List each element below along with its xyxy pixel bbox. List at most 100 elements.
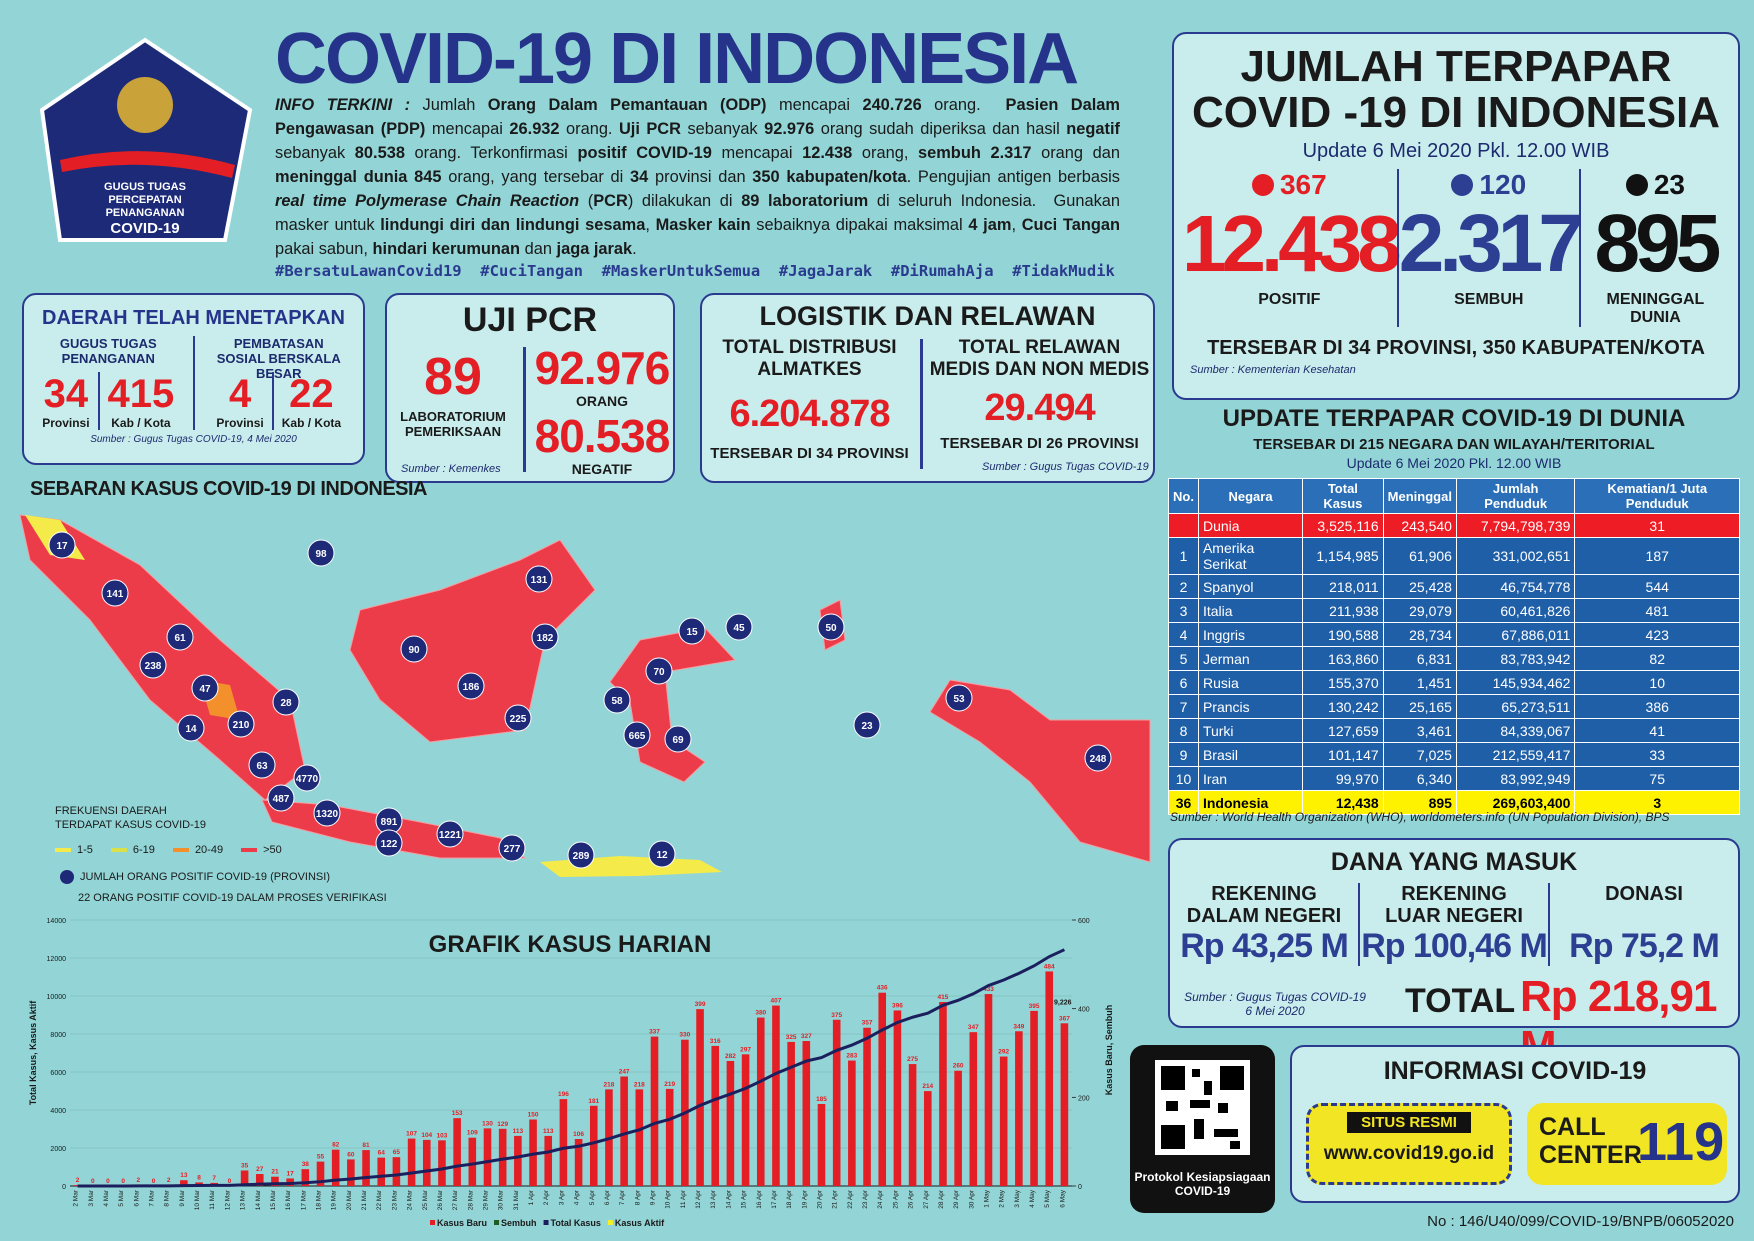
value-label: 214	[922, 1083, 933, 1090]
bar	[954, 1070, 962, 1186]
value-label: 218	[634, 1081, 645, 1088]
marker	[313, 799, 341, 827]
info-segment: orang, yang tersebar di	[441, 168, 631, 186]
range-label: 20-49	[194, 844, 224, 856]
group-label: PEMBATASAN SOSIAL BERSKALA BESAR	[216, 336, 341, 381]
cell: 67,886,011	[1455, 622, 1576, 647]
info-segment: pakai sabun,	[275, 216, 1125, 258]
value-label: 415	[938, 994, 949, 1001]
info-segment: 80.538	[354, 144, 405, 162]
y2-tick-label: 600	[1078, 918, 1090, 925]
url[interactable]: www.covid19.go.id	[1323, 1143, 1495, 1164]
logo-stripe	[60, 151, 235, 178]
total-label: TOTAL	[1405, 982, 1516, 1020]
x-tick-label: 18 Apr	[786, 1189, 793, 1209]
value-label: 35	[241, 1162, 249, 1169]
stat-increase: 367	[1182, 169, 1397, 201]
info-segment: Uji PCR	[618, 120, 681, 138]
circle-legend: JUMLAH ORANG POSITIF COVID-19 (PROVINSI)	[60, 870, 330, 884]
value-label: 153	[452, 1110, 463, 1117]
bar	[999, 1056, 1008, 1186]
y2-tick-label: 400	[1078, 1007, 1090, 1014]
cell: 5	[1168, 646, 1199, 671]
x-tick-label: 12 Mar	[224, 1189, 231, 1210]
legend-swatch	[543, 1220, 549, 1225]
marker-label: 665	[629, 731, 646, 742]
logo-shield	[39, 37, 253, 242]
info-segment: . Pengujian antigen berbasis	[906, 168, 1125, 186]
dana-label-line: REKENING	[1211, 883, 1317, 905]
info-segment: (	[579, 192, 594, 210]
bar	[301, 1169, 310, 1186]
x-tick-label: 28 Mar	[467, 1189, 474, 1210]
marker	[191, 674, 219, 702]
legend-label: Kasus Baru	[437, 1218, 487, 1228]
info-segment: 350 kabupaten/kota	[752, 168, 907, 186]
info-segment: negatif	[1066, 120, 1121, 138]
stat-value: 895	[1594, 198, 1722, 289]
marker-label: 248	[1090, 754, 1107, 765]
info-segment: sebanyak	[275, 120, 1125, 162]
qr-dot	[1214, 1129, 1238, 1137]
dana-label: REKENING LUAR NEGERI	[1360, 883, 1548, 927]
cell: 29,079	[1382, 598, 1457, 623]
value-label: 357	[862, 1020, 873, 1027]
info-segment: ,	[645, 216, 656, 234]
cell: 423	[1574, 622, 1740, 647]
source: Sumber : Gugus Tugas COVID-19 6 Mei 2020	[1180, 990, 1370, 1018]
stat-value: 2.317	[1398, 198, 1584, 289]
marker-label: 50	[825, 623, 837, 634]
bar	[498, 1128, 507, 1186]
stat-label: POSITIF	[1258, 291, 1321, 308]
item: 415 Kab / Kota	[97, 372, 183, 430]
increase-value: 367	[1279, 169, 1327, 200]
value-label: 275	[907, 1056, 918, 1063]
cell: 218,011	[1302, 574, 1384, 599]
bar	[650, 1036, 659, 1186]
x-tick-label: 17 Apr	[771, 1189, 778, 1209]
value-label: 60	[347, 1151, 355, 1158]
item: 34 Provinsi	[34, 372, 97, 430]
value-label: 396	[892, 1002, 903, 1009]
call-number[interactable]: 119	[1637, 1112, 1725, 1172]
legend-label: Total Kasus	[551, 1218, 601, 1228]
x-tick-label: 16 Mar	[285, 1189, 292, 1210]
box-title: UJI PCR	[462, 301, 598, 339]
qr-dot	[1230, 1141, 1240, 1149]
cell: Rusia	[1197, 670, 1304, 695]
value-label: 64	[378, 1150, 386, 1157]
marker-label: 69	[672, 735, 684, 746]
marker	[623, 721, 651, 749]
value-label: 283	[846, 1053, 857, 1060]
cell: 8	[1168, 718, 1199, 743]
marker-label: 210	[233, 720, 250, 731]
dunia-update: Update 6 Mei 2020 Pkl. 12.00 WIB	[1346, 455, 1562, 471]
bar	[362, 1150, 370, 1186]
verif-note: 22 ORANG POSITIF COVID-19 DALAM PROSES V…	[78, 892, 387, 904]
group-label: GUGUS TUGAS PENANGANAN	[59, 336, 157, 366]
marker-label: 487	[273, 794, 290, 805]
x-tick-label: 3 May	[1014, 1189, 1021, 1207]
marker-label: 277	[504, 844, 521, 855]
hashtags: #BersatuLawanCovid19 #CuciTangan #Masker…	[275, 262, 1115, 280]
value-label: 347	[968, 1024, 979, 1031]
bar	[711, 1045, 720, 1186]
bar	[665, 1088, 674, 1186]
x-tick-label: 7 Apr	[619, 1189, 626, 1205]
marker	[525, 565, 553, 593]
bar	[939, 1002, 947, 1186]
value-label: 150	[528, 1112, 539, 1119]
cell: 7,025	[1382, 742, 1457, 767]
x-tick-label: 26 Mar	[437, 1189, 444, 1210]
row: Dunia 3,525,116 243,540 7,794,798,739 31	[1168, 513, 1740, 538]
cell: 6,340	[1382, 766, 1457, 791]
chart-title: GRAFIK KASUS HARIAN	[429, 931, 712, 958]
value-label: 316	[710, 1038, 721, 1045]
cell: 243,540	[1382, 513, 1457, 538]
cell: 84,339,067	[1455, 718, 1576, 743]
marker	[504, 704, 532, 732]
source: Sumber : Kemenkes	[401, 463, 501, 475]
cell: Prancis	[1197, 694, 1304, 719]
legend-label: Sembuh	[501, 1218, 537, 1228]
increase-value: 120	[1479, 169, 1527, 200]
